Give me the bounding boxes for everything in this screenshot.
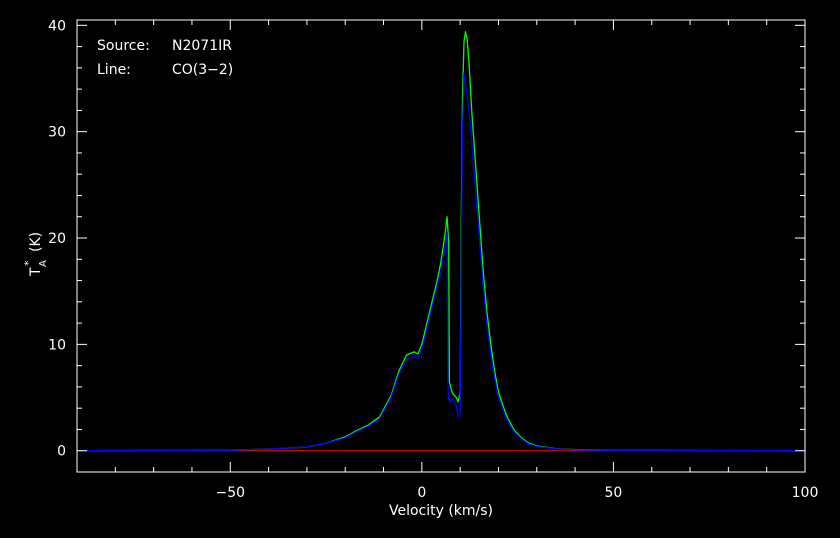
source-value: N2071IR — [172, 38, 232, 54]
line-label: Line: — [97, 62, 131, 78]
x-tick-label: 100 — [792, 485, 819, 501]
y-axis-title: T A * (K) — [22, 232, 49, 277]
y-axis-title-unit: (K) — [28, 232, 44, 252]
y-axis-title-subscript: A — [38, 260, 49, 267]
series-line-0 — [76, 31, 806, 452]
x-axis-title: Velocity (km/s) — [389, 503, 493, 519]
y-tick-label: 10 — [48, 337, 66, 353]
y-axis-title-symbol: T — [28, 267, 44, 277]
y-tick-labels: 0 10 20 30 40 — [48, 18, 66, 459]
plot-frame — [76, 19, 806, 473]
series-layer — [76, 31, 806, 452]
y-tick-label: 20 — [48, 231, 66, 247]
x-tick-label: −50 — [215, 485, 245, 501]
source-label: Source: — [97, 38, 150, 54]
x-tick-label: 0 — [417, 485, 426, 501]
y-tick-label: 0 — [57, 444, 66, 460]
x-tick-label: 50 — [605, 485, 623, 501]
line-value: CO(3−2) — [172, 62, 233, 78]
y-axis-title-superscript: * — [22, 260, 35, 266]
series-line-1 — [76, 72, 806, 452]
y-tick-label: 30 — [48, 125, 66, 141]
ticks-layer — [76, 20, 806, 473]
y-tick-label: 40 — [48, 18, 66, 34]
x-tick-labels: −50 0 50 100 — [215, 485, 818, 501]
